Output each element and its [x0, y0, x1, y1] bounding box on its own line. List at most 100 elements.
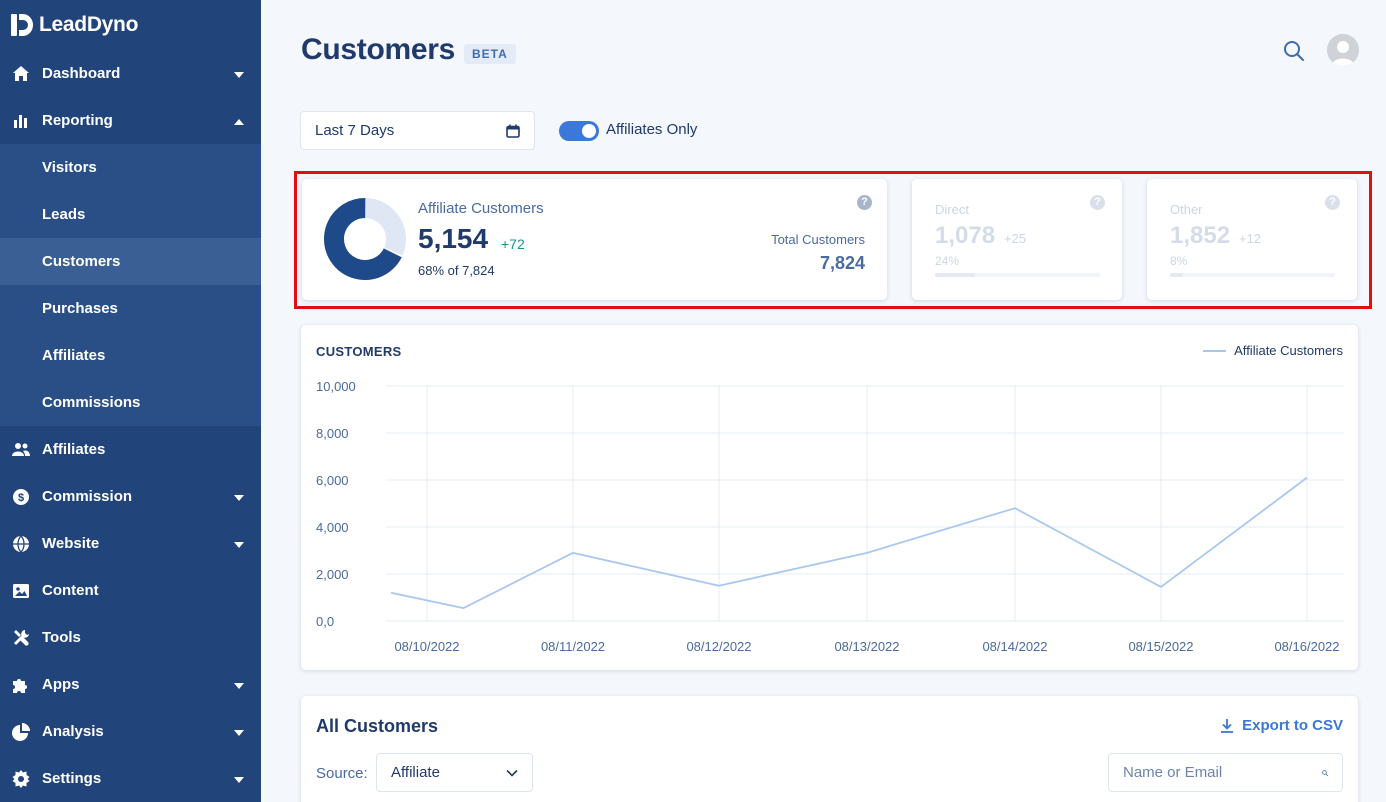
x-tick-label: 08/15/2022 [1128, 639, 1193, 654]
y-tick-label: 2,000 [316, 567, 349, 582]
sidebar-nav: Dashboard Reporting Visitors Leads Customers… [0, 50, 261, 802]
customers-chart-card: 10,000 8,000 6,000 4,000 2,000 0,0 08/10/2022 0… [301, 325, 1358, 670]
help-icon[interactable]: ? [1325, 195, 1340, 210]
sidebar-subitem-purchases[interactable]: Purchases [42, 300, 118, 317]
sidebar-item-content[interactable]: Content [0, 567, 261, 614]
other-label: Other [1170, 202, 1203, 217]
sidebar-subitem-affiliates[interactable]: Affiliates [42, 347, 106, 364]
caret-up-icon [233, 115, 245, 127]
x-tick-label: 08/12/2022 [686, 639, 751, 654]
search-icon [1284, 41, 1304, 61]
page-title: Customers [301, 33, 456, 66]
user-avatar-icon [1327, 34, 1359, 66]
source-label: Source: [316, 765, 368, 782]
sidebar-item-commission[interactable]: $ Commission [0, 473, 261, 520]
sidebar-item-label: Commission [42, 488, 133, 505]
caret-down-icon [233, 679, 245, 691]
date-range-picker[interactable]: Last 7 Days [300, 111, 535, 150]
affiliate-customers-card: Affiliate Customers 5,154 +72 68% of 7,8… [302, 179, 887, 300]
other-delta: +12 [1239, 231, 1262, 246]
y-tick-label: 0,0 [316, 614, 334, 629]
chart-title: CUSTOMERS [316, 344, 402, 359]
sidebar-item-dashboard[interactable]: Dashboard [0, 50, 261, 97]
sidebar-item-label: Affiliates [42, 441, 106, 458]
sidebar-item-settings[interactable]: Settings [0, 755, 261, 802]
calendar-icon [506, 124, 520, 138]
sidebar-item-analysis[interactable]: Analysis [0, 708, 261, 755]
legend-label: Affiliate Customers [1234, 343, 1343, 358]
affiliates-only-label: Affiliates Only [606, 121, 698, 138]
chart-legend[interactable]: Affiliate Customers [1203, 343, 1343, 358]
affiliate-customers-value: 5,154 [418, 223, 489, 254]
date-range-value: Last 7 Days [315, 122, 395, 139]
y-tick-label: 4,000 [316, 520, 349, 535]
y-tick-label: 8,000 [316, 426, 349, 441]
sidebar-item-label: Dashboard [42, 65, 121, 82]
y-tick-label: 6,000 [316, 473, 349, 488]
direct-label: Direct [935, 202, 969, 217]
total-customers-value: 7,824 [819, 253, 865, 273]
sidebar-item-tools[interactable]: Tools [0, 614, 261, 661]
export-csv-label: Export to CSV [1242, 717, 1343, 734]
brand[interactable]: LeadDyno [0, 0, 261, 50]
search-button[interactable] [1283, 40, 1305, 62]
help-icon[interactable]: ? [857, 195, 872, 210]
reporting-submenu: Visitors Leads Customers Purchases Affiliate… [0, 144, 261, 426]
sidebar-subitem-customers[interactable]: Customers [0, 238, 261, 285]
user-avatar[interactable] [1327, 34, 1359, 66]
caret-down-icon [233, 773, 245, 785]
donut-gap [324, 198, 406, 280]
home-icon [11, 64, 31, 84]
series-line-0 [390, 476, 1308, 609]
other-percent: 8% [1170, 254, 1188, 268]
sidebar-item-label: Analysis [42, 723, 104, 740]
affiliate-customers-delta: +72 [501, 236, 525, 252]
customer-search-input[interactable] [1123, 764, 1322, 781]
affiliate-customers-share: 68% of 7,824 [418, 263, 495, 278]
source-select[interactable]: Affiliate [376, 753, 533, 792]
toggle-knob [582, 124, 596, 138]
sidebar-item-label: Reporting [42, 112, 113, 129]
affiliate-customers-label: Affiliate Customers [418, 200, 544, 217]
sidebar-subitem-visitors[interactable]: Visitors [42, 159, 97, 176]
other-progress-bar [1170, 273, 1335, 277]
sidebar-item-label: Content [42, 582, 99, 599]
sidebar-item-website[interactable]: Website [0, 520, 261, 567]
tools-icon [11, 628, 31, 648]
beta-badge: BETA [464, 44, 516, 64]
legend-swatch [1203, 349, 1227, 352]
gear-icon [11, 769, 31, 789]
sidebar-item-label: Tools [42, 629, 81, 646]
all-customers-card: All Customers Export to CSV Source: Affi… [301, 696, 1358, 802]
pie-chart-icon [11, 722, 31, 742]
sidebar-item-reporting[interactable]: Reporting [0, 97, 261, 144]
help-icon[interactable]: ? [1090, 195, 1105, 210]
brand-name: LeadDyno [39, 13, 139, 36]
search-icon[interactable] [1322, 765, 1328, 781]
x-tick-label: 08/13/2022 [834, 639, 899, 654]
sidebar-item-label: Settings [42, 770, 102, 787]
direct-delta: +25 [1004, 231, 1027, 246]
image-icon [11, 581, 31, 601]
users-icon [11, 440, 31, 460]
other-value: 1,852 [1170, 222, 1231, 249]
sidebar-subitem-commissions[interactable]: Commissions [42, 394, 141, 411]
sidebar-item-apps[interactable]: Apps [0, 661, 261, 708]
direct-customers-card[interactable]: Direct 1,078 +25 24% ? [912, 179, 1122, 300]
affiliates-only-toggle[interactable] [559, 121, 599, 141]
sidebar-item-affiliates[interactable]: Affiliates [0, 426, 261, 473]
caret-down-icon [233, 726, 245, 738]
x-tick-label: 08/10/2022 [394, 639, 459, 654]
x-tick-label: 08/16/2022 [1274, 639, 1339, 654]
caret-down-icon [233, 491, 245, 503]
direct-percent: 24% [935, 254, 960, 268]
customer-search-field[interactable] [1108, 753, 1343, 792]
export-csv-button[interactable]: Export to CSV [1220, 717, 1343, 734]
puzzle-icon [11, 675, 31, 695]
other-customers-card[interactable]: Other 1,852 +12 8% ? [1147, 179, 1357, 300]
download-icon [1221, 719, 1234, 733]
sidebar-subitem-leads[interactable]: Leads [42, 206, 86, 223]
caret-down-icon [233, 68, 245, 80]
x-tick-label: 08/11/2022 [541, 639, 605, 654]
globe-icon [11, 534, 31, 554]
